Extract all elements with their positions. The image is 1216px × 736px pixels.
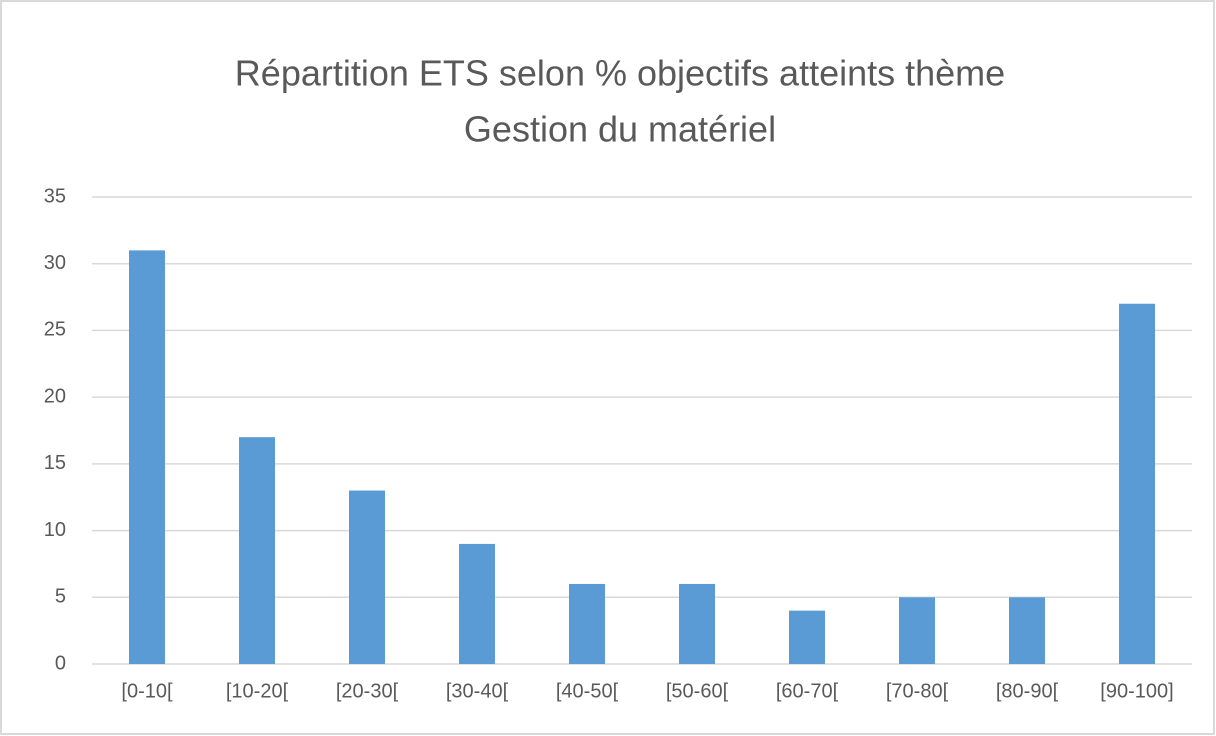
chart-title: Gestion du matériel (464, 109, 776, 150)
bar (1119, 303, 1155, 664)
x-tick-label: [0-10[ (121, 680, 173, 702)
x-tick-label: [20-30[ (336, 680, 399, 702)
bar (459, 543, 495, 664)
y-tick-label: 30 (44, 252, 66, 274)
x-tick-label: [30-40[ (446, 680, 509, 702)
x-tick-label: [50-60[ (666, 680, 729, 702)
x-tick-label: [10-20[ (226, 680, 289, 702)
x-tick-label: [70-80[ (886, 680, 949, 702)
y-tick-label: 15 (44, 452, 66, 474)
x-tick-label: [90-100] (1100, 680, 1173, 702)
y-tick-label: 10 (44, 519, 66, 541)
bar (789, 610, 825, 664)
bar (569, 583, 605, 664)
bar (679, 583, 715, 664)
x-tick-label: [40-50[ (556, 680, 619, 702)
y-tick-label: 20 (44, 385, 66, 407)
bar (899, 597, 935, 664)
y-tick-label: 35 (44, 185, 66, 207)
y-tick-label: 0 (55, 652, 66, 674)
y-tick-label: 25 (44, 319, 66, 341)
bar (129, 250, 165, 664)
bar (239, 437, 275, 664)
bar (1009, 597, 1045, 664)
chart-title: Répartition ETS selon % objectifs attein… (235, 53, 1005, 94)
y-tick-label: 5 (55, 586, 66, 608)
x-tick-label: [60-70[ (776, 680, 839, 702)
bar (349, 490, 385, 664)
x-tick-label: [80-90[ (996, 680, 1059, 702)
